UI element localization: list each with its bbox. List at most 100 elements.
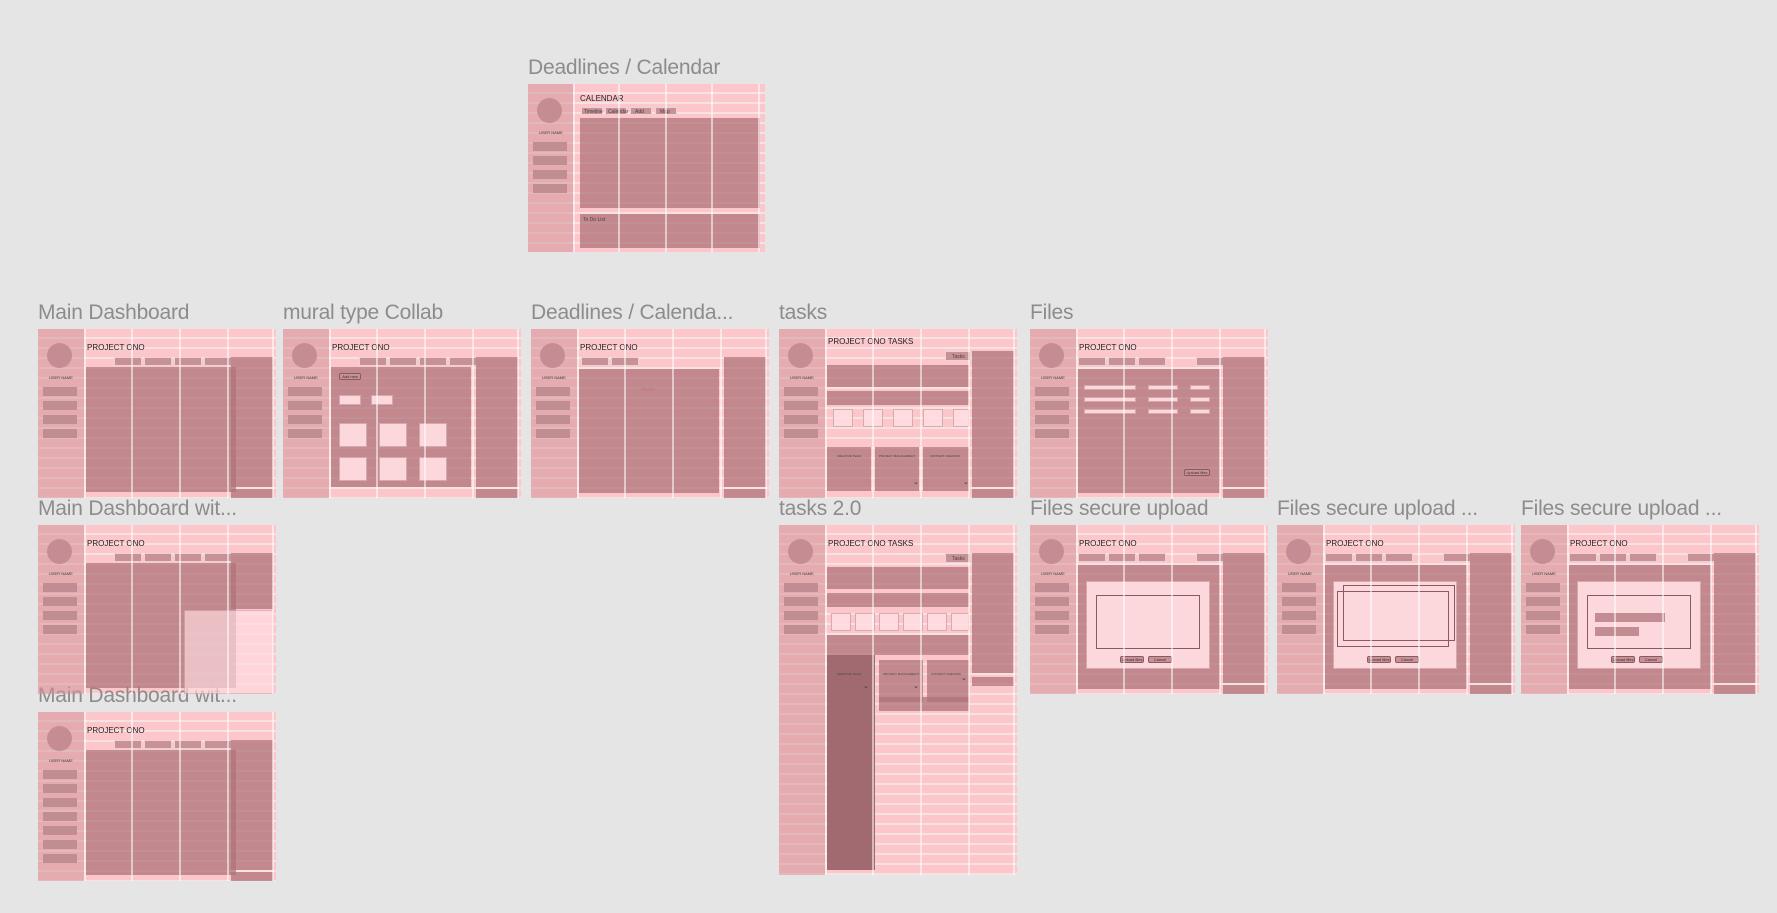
tab-tasks[interactable]: Tasks xyxy=(945,553,971,563)
sidebar-item[interactable] xyxy=(784,583,818,592)
frame-label-main-dashboard-with-1[interactable]: Main Dashboard wit... xyxy=(38,497,237,520)
sidebar-item[interactable] xyxy=(536,429,570,438)
nav-tab[interactable] xyxy=(174,357,202,366)
bottom-button[interactable] xyxy=(724,489,766,498)
sidebar-item[interactable] xyxy=(784,415,818,424)
sidebar-item[interactable] xyxy=(288,401,322,410)
chevron-down-icon[interactable]: ⌄ xyxy=(961,675,967,682)
nav-tab[interactable] xyxy=(114,740,142,749)
tab-timeline[interactable]: Timeline xyxy=(581,107,603,115)
cancel-button[interactable]: Cancel xyxy=(1639,656,1663,663)
sidebar-item[interactable] xyxy=(533,156,567,165)
bottom-button[interactable] xyxy=(231,872,273,881)
file-row[interactable] xyxy=(1084,397,1136,402)
task-card[interactable] xyxy=(953,409,969,427)
upload-files-button[interactable]: Upload files xyxy=(1611,656,1635,663)
bottom-button[interactable] xyxy=(972,677,1014,686)
sidebar-item[interactable] xyxy=(1526,611,1560,620)
nav-tab[interactable] xyxy=(1325,553,1353,562)
frame-label-deadlines[interactable]: Deadlines / Calenda... xyxy=(531,301,734,324)
frame-label-calendar[interactable]: Deadlines / Calendar xyxy=(528,56,721,79)
nav-tab[interactable] xyxy=(581,357,609,366)
nav-tab[interactable] xyxy=(144,357,172,366)
frame-files-upload-3[interactable]: USER NAME PROJECT ONO Upload files Cance… xyxy=(1521,525,1759,694)
task-card[interactable] xyxy=(879,613,899,631)
frame-label-files-upload-2[interactable]: Files secure upload ... xyxy=(1277,497,1478,520)
sidebar-item[interactable] xyxy=(1035,583,1069,592)
sidebar-item[interactable] xyxy=(1526,625,1560,634)
upload-dialog[interactable] xyxy=(1333,581,1457,669)
task-card[interactable] xyxy=(893,409,913,427)
frame-deadlines[interactable]: USER NAME PROJECT ONO March xyxy=(531,329,769,498)
sidebar-item[interactable] xyxy=(784,611,818,620)
tab-tasks[interactable]: Tasks xyxy=(945,351,971,361)
frame-tasks[interactable]: USER NAME PROJECT ONO TASKS Tasks CREATI… xyxy=(779,329,1017,498)
nav-tab[interactable] xyxy=(1078,357,1106,366)
column-creative[interactable] xyxy=(827,655,875,870)
sidebar-item[interactable] xyxy=(43,597,77,606)
bottom-button[interactable] xyxy=(1714,685,1756,694)
nav-tab[interactable] xyxy=(1078,553,1106,562)
nav-tab[interactable] xyxy=(1138,553,1166,562)
frame-label-main-dashboard[interactable]: Main Dashboard xyxy=(38,301,190,324)
nav-tab[interactable] xyxy=(174,740,202,749)
column-pm[interactable] xyxy=(875,447,919,491)
sidebar-item[interactable] xyxy=(536,401,570,410)
task-card[interactable] xyxy=(855,613,875,631)
sticky-note[interactable] xyxy=(419,457,447,481)
sidebar-item[interactable] xyxy=(43,611,77,620)
frame-main-dashboard[interactable]: USER NAME PROJECT ONO xyxy=(38,329,276,498)
frame-label-files[interactable]: Files xyxy=(1030,301,1074,324)
overlay-panel[interactable] xyxy=(184,610,274,694)
sidebar-item[interactable] xyxy=(43,415,77,424)
task-card[interactable] xyxy=(923,409,943,427)
sidebar-item[interactable] xyxy=(784,387,818,396)
sidebar-item[interactable] xyxy=(1282,611,1316,620)
bottom-button[interactable] xyxy=(1223,489,1265,498)
sidebar-item[interactable] xyxy=(288,387,322,396)
upload-files-button[interactable]: Upload files xyxy=(1184,469,1210,476)
column-content[interactable] xyxy=(927,660,969,702)
bottom-button[interactable] xyxy=(1223,685,1265,694)
sidebar-item[interactable] xyxy=(1035,597,1069,606)
nav-tab[interactable] xyxy=(1108,357,1136,366)
sidebar-item[interactable] xyxy=(288,415,322,424)
bottom-button[interactable] xyxy=(476,489,518,498)
sticky-note[interactable] xyxy=(339,395,361,405)
column-content[interactable] xyxy=(923,447,969,491)
column-creative[interactable] xyxy=(827,447,871,491)
frame-main-dashboard-with-2[interactable]: USER NAME PROJECT ONO xyxy=(38,712,276,881)
nav-tab[interactable] xyxy=(1569,553,1597,562)
add-new-button[interactable]: Add new xyxy=(339,373,361,380)
frame-label-files-upload-3[interactable]: Files secure upload ... xyxy=(1521,497,1722,520)
nav-tab[interactable] xyxy=(1355,553,1383,562)
nav-tab[interactable] xyxy=(144,740,172,749)
sidebar-item[interactable] xyxy=(43,798,77,807)
sidebar-item[interactable] xyxy=(43,401,77,410)
nav-tab[interactable] xyxy=(389,357,417,366)
sidebar-item[interactable] xyxy=(1035,625,1069,634)
sidebar-item[interactable] xyxy=(43,387,77,396)
file-row[interactable] xyxy=(1084,409,1136,414)
frame-files-upload-2[interactable]: USER NAME PROJECT ONO Upload files Cance… xyxy=(1277,525,1515,694)
nav-tab[interactable] xyxy=(114,357,142,366)
file-row[interactable] xyxy=(1190,409,1210,414)
sidebar-item[interactable] xyxy=(1035,429,1069,438)
sidebar-item[interactable] xyxy=(43,826,77,835)
nav-tab[interactable] xyxy=(1108,553,1136,562)
frame-main-dashboard-with-1[interactable]: USER NAME PROJECT ONO xyxy=(38,525,276,694)
nav-tab[interactable] xyxy=(144,553,172,562)
nav-tab[interactable] xyxy=(1385,553,1413,562)
drop-zone[interactable] xyxy=(1096,595,1200,649)
file-row[interactable] xyxy=(1148,409,1178,414)
frame-tasks-2[interactable]: USER NAME PROJECT ONO TASKS Tasks CREATI… xyxy=(779,525,1017,875)
nav-tab[interactable] xyxy=(419,357,447,366)
task-search[interactable] xyxy=(827,567,969,589)
sidebar-item[interactable] xyxy=(43,625,77,634)
column-pm[interactable] xyxy=(879,660,923,702)
bottom-button[interactable] xyxy=(972,489,1014,498)
sidebar-item[interactable] xyxy=(1035,611,1069,620)
file-row[interactable] xyxy=(1148,397,1178,402)
frame-label-tasks-2[interactable]: tasks 2.0 xyxy=(779,497,862,520)
upload-files-button[interactable]: Upload files xyxy=(1120,656,1144,663)
